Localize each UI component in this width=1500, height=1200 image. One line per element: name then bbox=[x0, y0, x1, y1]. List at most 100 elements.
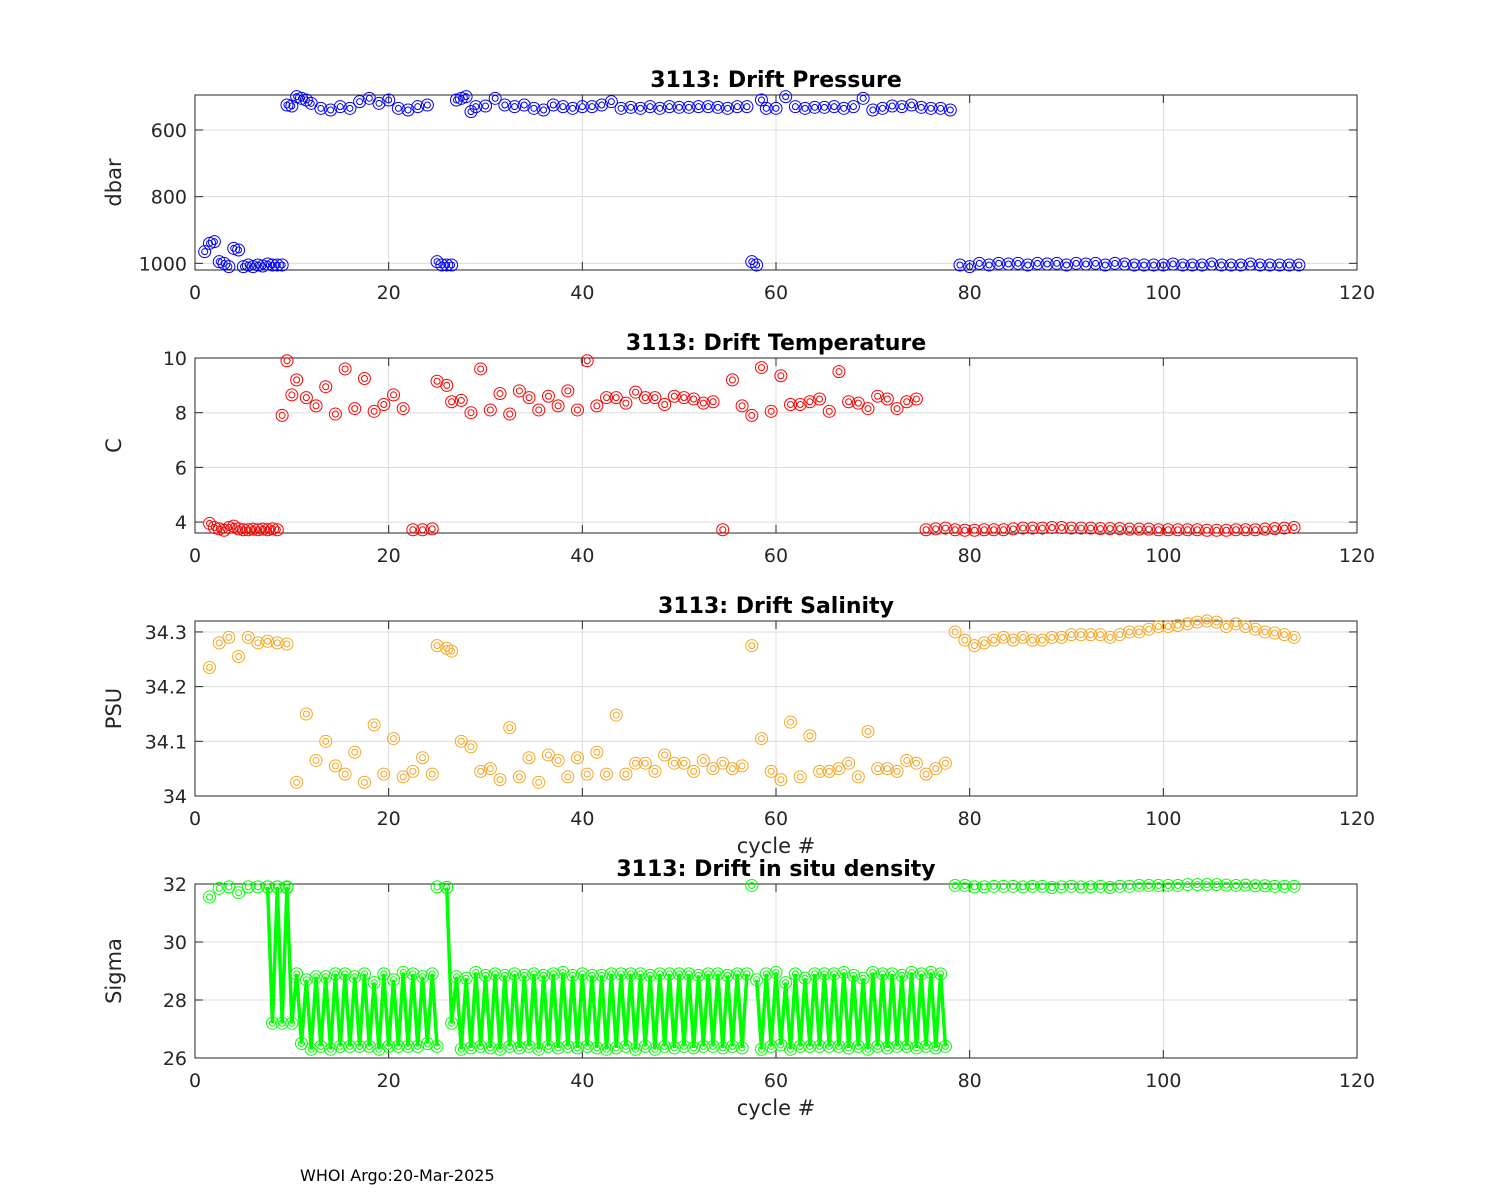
data-point bbox=[876, 101, 890, 115]
data-marker-inner bbox=[1029, 524, 1037, 532]
data-point bbox=[309, 399, 323, 413]
data-marker-inner bbox=[593, 748, 601, 756]
data-point bbox=[754, 93, 768, 107]
data-marker-inner bbox=[322, 383, 330, 391]
data-marker-inner bbox=[961, 636, 969, 644]
data-marker-outer bbox=[648, 1042, 662, 1056]
data-marker-inner bbox=[549, 970, 557, 978]
data-marker-inner bbox=[893, 767, 901, 775]
data-marker-inner bbox=[612, 1044, 620, 1052]
data-point bbox=[445, 1016, 459, 1030]
data-marker-outer bbox=[1011, 256, 1025, 270]
data-marker-inner bbox=[912, 1044, 920, 1052]
data-marker-outer bbox=[798, 101, 812, 115]
data-marker-inner bbox=[651, 394, 659, 402]
data-marker-inner bbox=[573, 406, 581, 414]
data-marker-inner bbox=[201, 248, 209, 256]
data-marker-inner bbox=[520, 101, 528, 109]
data-point bbox=[1171, 523, 1185, 537]
data-marker-outer bbox=[856, 91, 870, 105]
data-marker-inner bbox=[496, 390, 504, 398]
data-marker-outer bbox=[590, 1041, 604, 1055]
data-marker-outer bbox=[1093, 879, 1107, 893]
data-point bbox=[619, 1039, 633, 1053]
footer-credit: WHOI Argo:20-Mar-2025 bbox=[300, 1166, 495, 1185]
data-marker-outer bbox=[1064, 879, 1078, 893]
data-point bbox=[338, 967, 352, 981]
data-marker-inner bbox=[1096, 525, 1104, 533]
data-marker-inner bbox=[433, 258, 441, 266]
data-point bbox=[861, 402, 875, 416]
data-marker-inner bbox=[1048, 524, 1056, 532]
data-marker-outer bbox=[1210, 523, 1224, 537]
data-point bbox=[982, 258, 996, 272]
data-marker-outer bbox=[309, 399, 323, 413]
data-marker-inner bbox=[951, 526, 959, 534]
x-axis-label: cycle # bbox=[737, 1096, 816, 1120]
data-point bbox=[938, 1039, 952, 1053]
data-point bbox=[890, 1039, 904, 1053]
data-point bbox=[1229, 617, 1243, 631]
data-point bbox=[1277, 521, 1291, 535]
data-marker-inner bbox=[757, 735, 765, 743]
data-point bbox=[832, 365, 846, 379]
data-point bbox=[846, 968, 860, 982]
data-marker-inner bbox=[699, 1042, 707, 1050]
data-marker-inner bbox=[569, 971, 577, 979]
data-marker-inner bbox=[1067, 882, 1075, 890]
data-marker-outer bbox=[207, 521, 221, 535]
data-marker-outer bbox=[280, 880, 294, 894]
data-marker-inner bbox=[312, 973, 320, 981]
data-point bbox=[1214, 258, 1228, 272]
data-point bbox=[1030, 256, 1044, 270]
data-marker-inner bbox=[206, 663, 214, 671]
data-series bbox=[203, 614, 1301, 789]
data-marker-outer bbox=[532, 775, 546, 789]
data-marker-outer bbox=[1200, 523, 1214, 537]
data-marker-inner bbox=[859, 94, 867, 102]
data-marker-outer bbox=[774, 369, 788, 383]
data-marker-inner bbox=[457, 396, 465, 404]
data-marker-outer bbox=[387, 732, 401, 746]
data-marker-inner bbox=[544, 392, 552, 400]
data-marker-inner bbox=[1271, 882, 1279, 890]
data-marker-inner bbox=[825, 407, 833, 415]
data-marker-inner bbox=[327, 106, 335, 114]
data-point bbox=[1151, 619, 1165, 633]
data-marker-inner bbox=[414, 1042, 422, 1050]
data-marker-outer bbox=[590, 745, 604, 759]
data-marker-inner bbox=[854, 773, 862, 781]
data-point bbox=[648, 391, 662, 405]
data-point bbox=[740, 100, 754, 114]
data-marker-outer bbox=[1021, 258, 1035, 272]
data-marker-outer bbox=[653, 101, 667, 115]
data-marker-inner bbox=[748, 642, 756, 650]
data-point bbox=[251, 636, 265, 650]
data-marker-outer bbox=[575, 100, 589, 114]
data-point bbox=[338, 767, 352, 781]
data-marker-outer bbox=[1122, 879, 1136, 893]
data-marker-inner bbox=[612, 711, 620, 719]
data-point bbox=[730, 100, 744, 114]
data-marker-outer bbox=[203, 516, 217, 530]
data-marker-inner bbox=[298, 94, 306, 102]
data-marker-outer bbox=[377, 967, 391, 981]
data-marker-outer bbox=[938, 521, 952, 535]
data-point bbox=[977, 636, 991, 650]
data-marker-inner bbox=[1246, 260, 1254, 268]
data-point bbox=[1132, 522, 1146, 536]
data-marker-outer bbox=[1277, 628, 1291, 642]
data-point bbox=[566, 968, 580, 982]
data-marker-inner bbox=[990, 636, 998, 644]
data-point bbox=[1108, 256, 1122, 270]
data-marker-inner bbox=[767, 767, 775, 775]
data-marker-outer bbox=[1103, 522, 1117, 536]
data-marker-inner bbox=[777, 776, 785, 784]
data-point bbox=[958, 523, 972, 537]
data-marker-inner bbox=[578, 103, 586, 111]
data-marker-inner bbox=[622, 399, 630, 407]
data-point bbox=[353, 1039, 367, 1053]
data-point bbox=[275, 258, 289, 272]
data-point bbox=[527, 101, 541, 115]
